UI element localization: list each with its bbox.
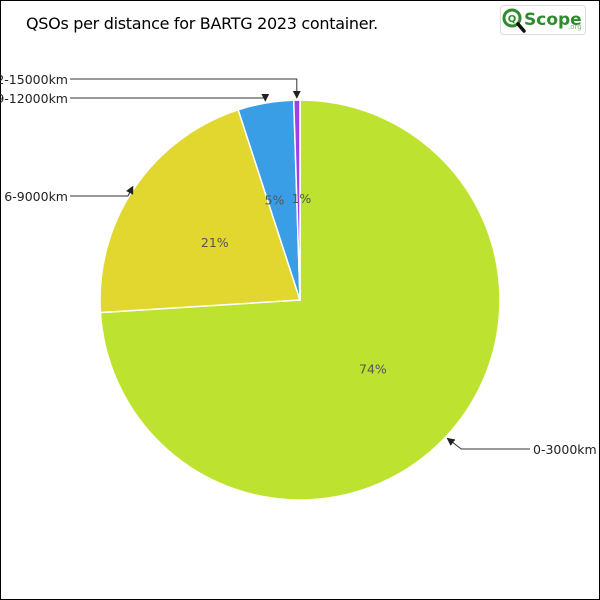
logo-text: Scope <box>524 10 582 30</box>
chart-title: QSOs per distance for BARTG 2023 contain… <box>26 14 378 33</box>
qsoscope-logo: Q Scope .org <box>500 5 586 35</box>
pie-category-label: 12-15000km <box>0 72 68 87</box>
pie-percent-label: 5% <box>265 193 285 208</box>
pie-slice-6-9000km <box>99 108 302 314</box>
leader-line <box>70 78 301 99</box>
magnifier-icon: Q <box>502 8 526 33</box>
pie-slice-12-15000km <box>292 99 301 301</box>
pie-percent-label: 74% <box>359 362 387 377</box>
leader-line <box>70 93 270 102</box>
logo-suffix: .org <box>568 23 582 31</box>
pie-percent-label: 1% <box>291 191 311 206</box>
pie-category-label: 6-9000km <box>4 189 68 204</box>
leader-line <box>446 437 530 450</box>
svg-text:Q: Q <box>508 14 517 25</box>
pie-category-label: 0-3000km <box>533 442 597 457</box>
pie-percent-label: 21% <box>201 235 229 250</box>
leader-line <box>70 185 134 197</box>
pie-category-label: 9-12000km <box>0 91 68 106</box>
